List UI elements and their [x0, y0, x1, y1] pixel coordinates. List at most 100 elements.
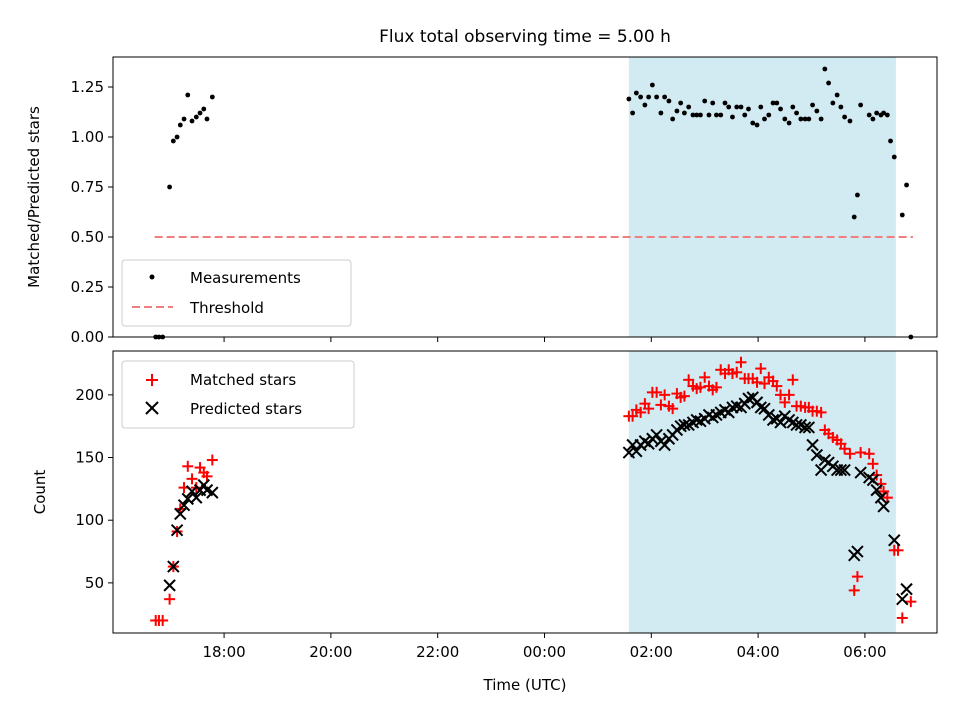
- measurement-point: [891, 154, 897, 160]
- measurement-point: [649, 82, 655, 88]
- measurement-point: [638, 94, 644, 100]
- predicted-star-point: [866, 473, 880, 487]
- measurement-point: [899, 212, 905, 218]
- y-tick-label: 200: [75, 386, 104, 404]
- measurement-point: [185, 92, 191, 98]
- top-y-axis: 0.00 0.25 0.50 0.75 1.00 1.25: [71, 78, 113, 346]
- measurement-point: [822, 66, 828, 72]
- measurement-point: [881, 110, 886, 116]
- measurement-point: [174, 134, 180, 140]
- measurement-point: [810, 102, 815, 108]
- measurement-point: [904, 182, 909, 188]
- matched-star-point: [844, 448, 856, 460]
- matched-star-point: [783, 389, 795, 401]
- matched-star-point: [896, 612, 908, 624]
- bottom-axes-frame: [112, 350, 938, 634]
- top-y-label: Matched/Predicted stars: [25, 106, 43, 288]
- predicted-star-point: [167, 560, 180, 573]
- y-tick-label: 1.25: [71, 78, 104, 96]
- measurement-point: [838, 104, 844, 110]
- top-shaded-span: [628, 57, 896, 337]
- measurement-point: [630, 110, 636, 116]
- top-panel: 0.00 0.25 0.50 0.75 1.00 1.25 Matched/Predict…: [25, 56, 938, 346]
- matched-star-point: [851, 571, 863, 583]
- measurement-point: [770, 100, 776, 106]
- measurement-point: [742, 112, 748, 118]
- matched-star-point: [164, 593, 176, 605]
- measurement-point: [830, 100, 836, 106]
- matched-star-point: [683, 374, 695, 386]
- y-tick-label: 0.00: [71, 328, 104, 346]
- predicted-star-point: [163, 579, 176, 592]
- measurement-point: [758, 104, 764, 110]
- measurement-point: [646, 94, 652, 100]
- predicted-star-point: [838, 463, 851, 477]
- measurement-point: [670, 116, 676, 122]
- matched-star-point: [848, 584, 860, 596]
- measurement-point: [738, 104, 744, 110]
- measurement-point: [870, 116, 876, 122]
- y-tick-label: 50: [85, 574, 104, 592]
- matched-star-point: [815, 406, 827, 418]
- bottom-x-axis: 18:00 20:00 22:00 00:00 02:00 04:00 06:00: [202, 633, 887, 661]
- measurement-point: [818, 116, 824, 122]
- measurement-point: [746, 106, 751, 112]
- matched-star-point: [699, 371, 711, 383]
- predicted-star-point: [170, 524, 184, 537]
- matched-star-point: [863, 448, 875, 460]
- predicted-star-point: [206, 486, 219, 499]
- measurement-point: [851, 214, 857, 220]
- predicted-star-point: [774, 416, 787, 429]
- measurement-point: [726, 104, 732, 110]
- measurement-point: [189, 118, 195, 124]
- legend-threshold-label: Threshold: [189, 299, 264, 317]
- measurement-point: [698, 112, 703, 118]
- measurement-point: [806, 116, 812, 122]
- matched-star-point: [867, 458, 879, 470]
- predicted-star-point: [810, 448, 824, 462]
- predicted-star-point: [851, 545, 864, 558]
- predicted-star-point: [896, 592, 909, 606]
- measurement-point: [678, 100, 684, 106]
- predicted-star-point: [790, 418, 803, 432]
- measurement-points: [153, 66, 914, 340]
- matched-star-point: [751, 376, 763, 388]
- measurement-point: [766, 112, 772, 118]
- chart-title: Flux total observing time = 5.00 h: [379, 27, 671, 47]
- matched-star-point: [667, 403, 679, 415]
- matched-star-point: [157, 614, 169, 626]
- matched-star-point: [771, 380, 783, 392]
- matched-star-point: [755, 363, 767, 375]
- matched-star-point: [182, 460, 194, 472]
- matched-star-point: [643, 403, 655, 415]
- x-tick-label: 02:00: [630, 643, 673, 661]
- measurement-point: [694, 112, 700, 118]
- legend-measurement-marker: [149, 274, 155, 280]
- measurement-point: [714, 112, 719, 118]
- predicted-star-point: [174, 507, 187, 521]
- x-tick-label: 00:00: [523, 643, 566, 661]
- measurement-point: [778, 106, 783, 112]
- measurement-point: [167, 184, 173, 190]
- matched-star-point: [779, 396, 791, 408]
- measurement-point: [794, 110, 799, 116]
- matched-star-point: [651, 386, 663, 398]
- x-axis-label: Time (UTC): [483, 676, 567, 694]
- measurement-point: [654, 94, 660, 100]
- measurement-point: [855, 192, 860, 198]
- measurement-point: [682, 110, 687, 116]
- predicted-star-point: [888, 534, 901, 547]
- measurement-point: [702, 98, 708, 104]
- measurement-point: [754, 122, 760, 128]
- measurement-point: [193, 114, 199, 120]
- x-tick-label: 20:00: [309, 643, 352, 661]
- measurement-point: [884, 112, 890, 118]
- predicted-stars-points: [163, 391, 913, 606]
- matched-star-point: [659, 389, 671, 401]
- y-tick-label: 1.00: [71, 128, 104, 146]
- predicted-star-point: [806, 438, 819, 452]
- predicted-star-point: [730, 399, 743, 413]
- measurement-point: [633, 90, 639, 96]
- legend-matched-label: Matched stars: [190, 371, 296, 389]
- predicted-star-point: [870, 483, 883, 497]
